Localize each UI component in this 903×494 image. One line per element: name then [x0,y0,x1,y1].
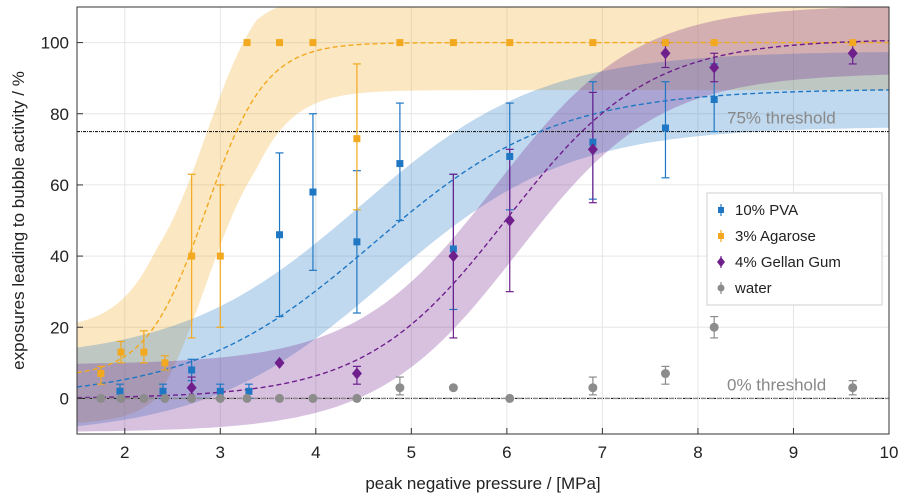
data-point [352,393,362,403]
data-point [396,160,404,168]
x-tick-label: 2 [120,443,129,462]
confidence-band [77,7,889,432]
data-point [275,393,285,403]
data-point [448,250,459,263]
data-point [161,359,169,367]
y-tick-label: 40 [50,247,69,266]
y-tick-label: 60 [50,176,69,195]
data-point [351,367,362,380]
legend-swatch [717,284,725,292]
fit-curve [76,89,890,388]
threshold-label: 0% threshold [727,375,826,394]
data-point [506,39,514,47]
data-point [187,393,197,403]
data-point [353,135,361,143]
data-point [276,39,284,47]
data-point [709,61,720,74]
x-axis-label: peak negative pressure / [MPa] [365,474,600,493]
data-point [216,387,224,395]
y-tick-label: 0 [60,389,69,408]
data-point [117,348,125,356]
data-point [710,39,718,47]
legend-swatch [718,233,724,239]
data-point [849,39,857,47]
fit-curve [76,41,889,374]
data-point [139,393,149,403]
x-tick-label: 9 [789,443,798,462]
data-point [159,387,167,395]
data-point [216,252,224,260]
legend-swatch [717,257,725,267]
y-tick-label: 100 [41,34,69,53]
legend: 10% PVA 3% Agarose 4% Gellan Gum water [706,192,883,306]
x-tick-label: 4 [311,443,320,462]
data-point [140,348,148,356]
data-point [276,231,284,239]
data-point [309,188,317,196]
fit-curve [76,39,890,399]
legend-label: water [734,280,772,297]
data-point [847,47,858,60]
data-point [506,152,514,160]
confidence-band [77,7,889,423]
data-point [188,366,196,374]
data-point [353,238,361,246]
fit-curves [76,39,890,400]
threshold-label: 75% threshold [727,109,836,128]
data-point [505,393,515,403]
data-point [309,39,317,47]
data-point [589,138,597,146]
data-point [661,39,669,47]
data-point [660,47,671,60]
y-tick-label: 20 [50,318,69,337]
data-point [661,124,669,132]
legend-box [706,192,883,306]
data-points [96,39,858,403]
data-point [504,214,515,227]
x-tick-label: 10 [880,443,899,462]
data-point [160,393,170,403]
x-tick-label: 6 [502,443,511,462]
data-point [97,370,105,378]
legend-label: 3% Agarose [735,228,816,245]
data-point [116,387,124,395]
data-point [242,393,252,403]
data-point [245,387,253,395]
data-point [588,383,598,393]
legend-label: 4% Gellan Gum [735,254,841,271]
data-point [449,245,457,253]
legend-label: 10% PVA [735,202,798,219]
data-point [589,39,597,47]
data-point [396,39,404,47]
x-tick-label: 5 [407,443,416,462]
data-point [449,39,457,47]
confidence-bands [77,7,889,432]
y-tick-label: 80 [50,105,69,124]
data-point [395,383,405,393]
legend-swatch [718,207,724,213]
data-point [848,383,858,393]
data-point [710,96,718,104]
y-axis-label: exposures leading to bubble activity / % [9,71,28,370]
data-point [308,393,318,403]
x-tick-label: 8 [693,443,702,462]
data-point [448,383,458,393]
data-point [587,143,598,156]
data-point [188,252,196,260]
data-point [96,393,106,403]
data-point [215,393,225,403]
confidence-band [77,52,889,427]
data-point [660,369,670,379]
data-point [186,381,197,394]
data-point [709,322,719,332]
x-tick-label: 7 [598,443,607,462]
data-point [274,356,285,369]
data-point [116,393,126,403]
data-point [243,39,251,47]
x-tick-label: 3 [216,443,225,462]
plot-frame [76,6,890,435]
